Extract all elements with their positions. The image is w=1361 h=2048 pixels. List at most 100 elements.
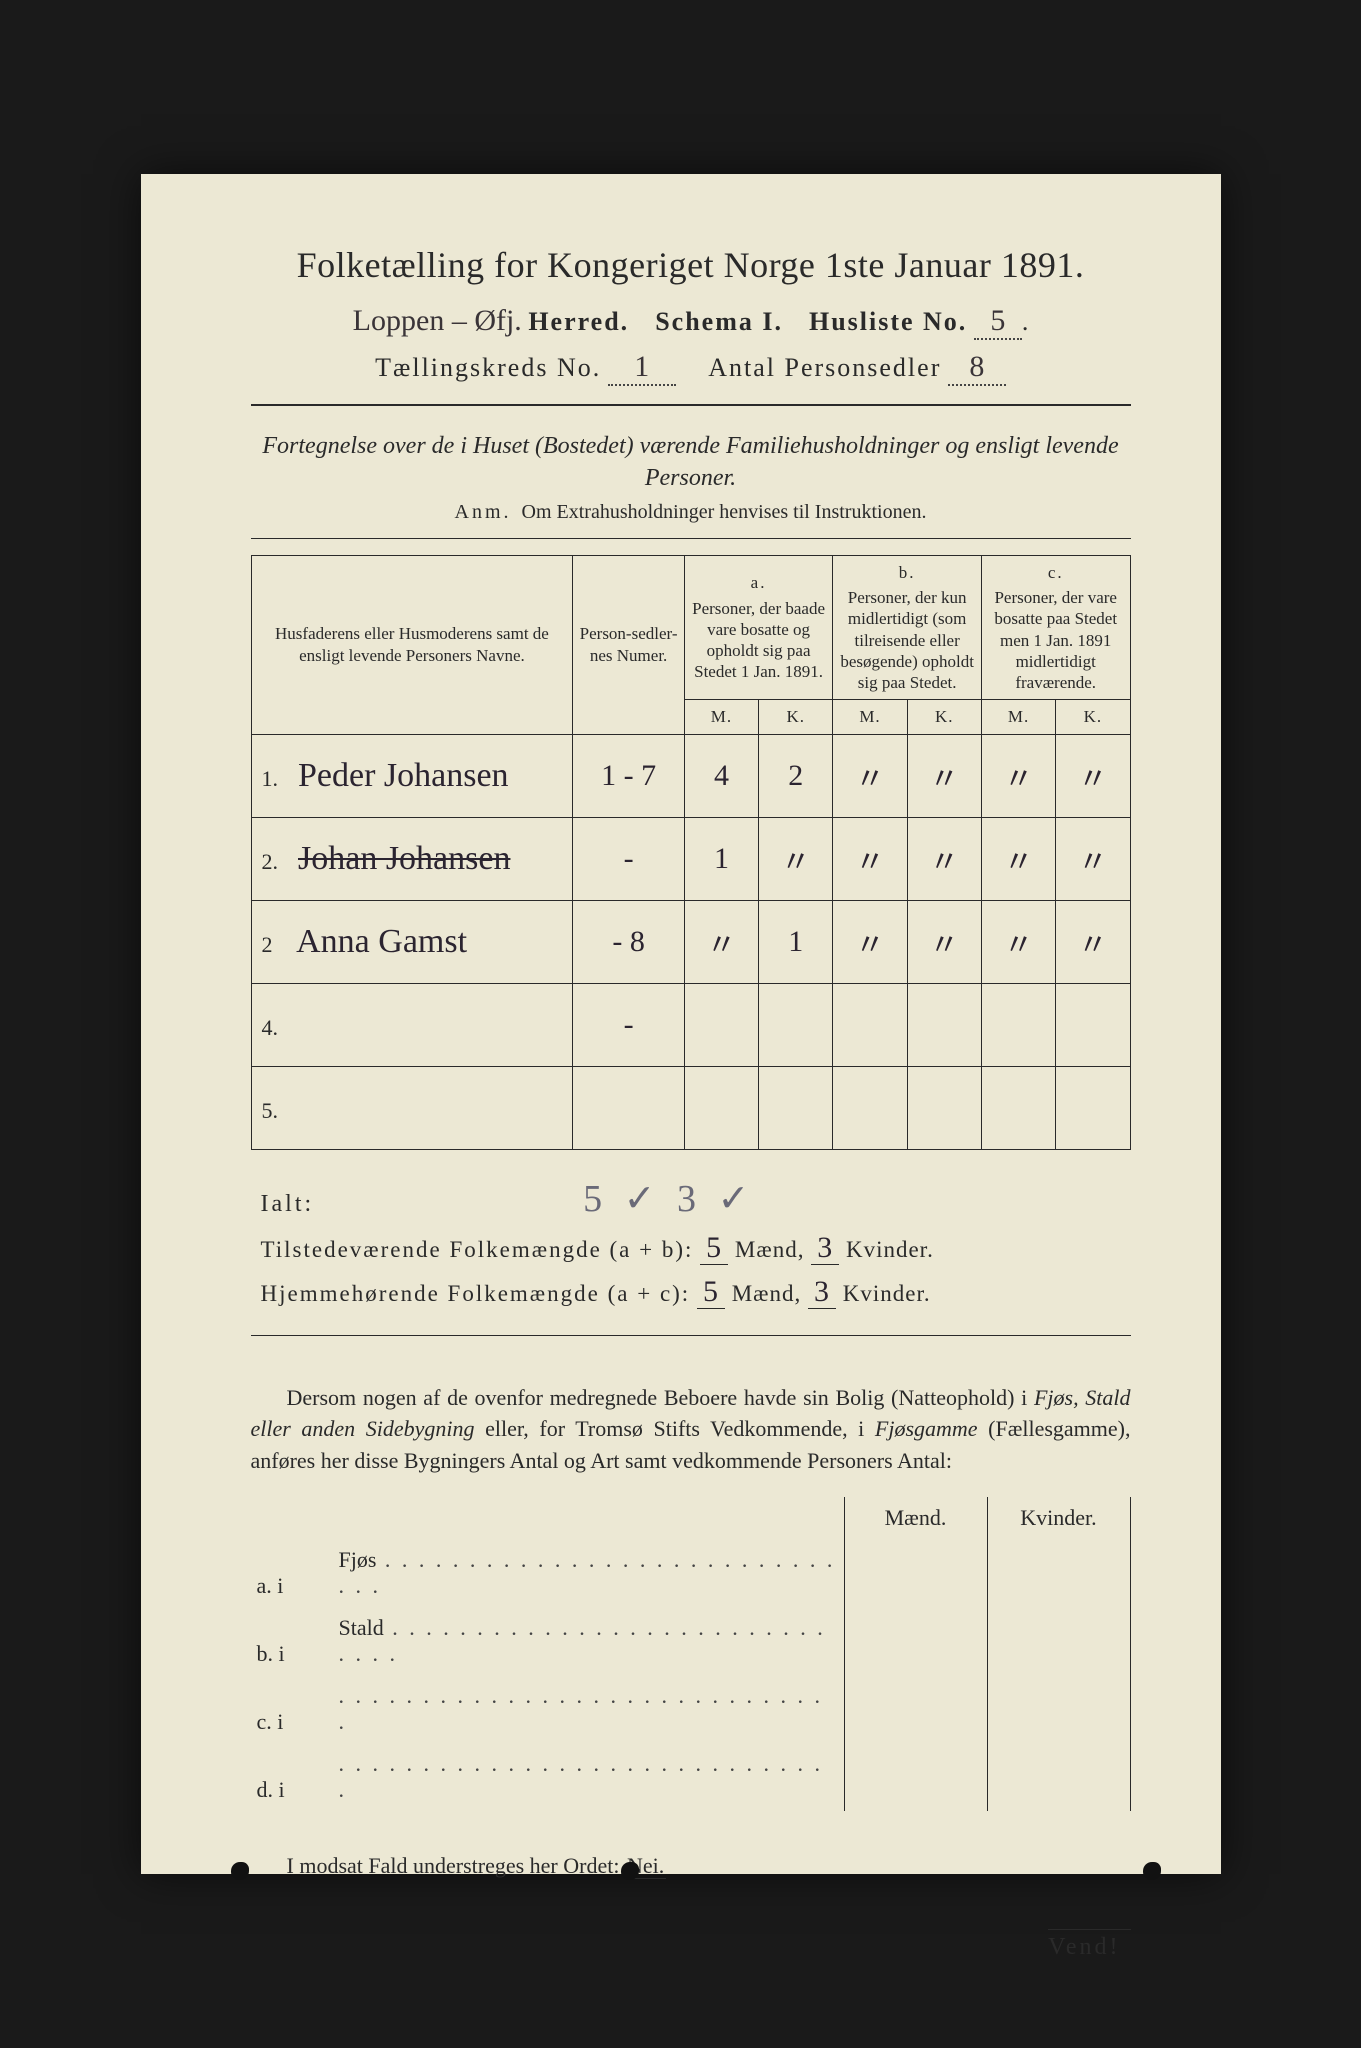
fjos-paragraph: Dersom nogen af de ovenfor medregnede Be… — [251, 1382, 1131, 1478]
ialt-pencil: 5 ✓ 3 ✓ — [583, 1178, 755, 1220]
summary-hjemme-m: 5 — [697, 1275, 725, 1309]
b-m: 〃 — [833, 734, 907, 817]
fjos-row-label: a. i — [251, 1539, 333, 1607]
table-row: 4.- — [251, 983, 1130, 1066]
a-k: 1 — [759, 900, 833, 983]
numer-cell: - — [573, 817, 684, 900]
fjos-row-label: c. i — [251, 1675, 333, 1743]
name-cell: 4. — [251, 983, 573, 1066]
fortegnelse-subheading: Fortegnelse over de i Huset (Bostedet) v… — [251, 430, 1131, 495]
husliste-label: Husliste No. — [809, 307, 967, 336]
summary-hjemme-k: 3 — [808, 1275, 836, 1309]
fjos-k — [987, 1539, 1130, 1607]
fjos-row-type: . . . . . . . . . . . . . . . . . . . . … — [333, 1743, 845, 1811]
fjos-row-type: . . . . . . . . . . . . . . . . . . . . … — [333, 1675, 845, 1743]
c-m: 〃 — [981, 900, 1055, 983]
fjos-row: c. i . . . . . . . . . . . . . . . . . .… — [251, 1675, 1131, 1743]
a-k: 〃 — [759, 817, 833, 900]
husliste-no: 5 — [974, 304, 1022, 340]
anm-line: Anm. Om Extrahusholdninger henvises til … — [251, 501, 1131, 524]
numer-cell: - 8 — [573, 900, 684, 983]
b-m: 〃 — [833, 817, 907, 900]
a-k: 2 — [759, 734, 833, 817]
b-k — [907, 983, 981, 1066]
summary-tilstede-k: 3 — [811, 1231, 839, 1265]
c-k: 〃 — [1056, 900, 1130, 983]
c-k — [1056, 983, 1130, 1066]
c-k: 〃 — [1056, 734, 1130, 817]
numer-cell: 1 - 7 — [573, 734, 684, 817]
name-cell: 2 Anna Gamst — [251, 900, 573, 983]
antal-label: Antal Personsedler — [708, 353, 941, 382]
b-k: 〃 — [907, 734, 981, 817]
b-k: 〃 — [907, 817, 981, 900]
fjos-m — [844, 1539, 987, 1607]
c-k — [1056, 1066, 1130, 1149]
fjos-m — [844, 1675, 987, 1743]
name-cell: 2. Johan Johansen — [251, 817, 573, 900]
vend-label: Vend! — [1048, 1929, 1130, 1961]
th-group-b: b. Personer, der kun midlertidigt (som t… — [833, 555, 982, 700]
a-m — [684, 1066, 758, 1149]
fjos-row: b. iStald . . . . . . . . . . . . . . . … — [251, 1607, 1131, 1675]
b-m — [833, 1066, 907, 1149]
b-k — [907, 1066, 981, 1149]
fjos-m — [844, 1607, 987, 1675]
summary-tilstede-m: 5 — [700, 1231, 728, 1265]
fjos-row-type: Fjøs . . . . . . . . . . . . . . . . . .… — [333, 1539, 845, 1607]
fjos-k — [987, 1743, 1130, 1811]
th-group-a: a. Personer, der baade vare bosatte og o… — [684, 555, 833, 700]
anm-text: Om Extrahusholdninger henvises til Instr… — [522, 501, 927, 523]
ialt-label: Ialt: — [261, 1191, 315, 1217]
kreds-no: 1 — [608, 350, 676, 386]
kreds-label: Tællingskreds No. — [375, 353, 601, 382]
th-numer: Person-sedler-nes Numer. — [573, 555, 684, 734]
fjos-k — [987, 1675, 1130, 1743]
numer-cell — [573, 1066, 684, 1149]
th-a-k: K. — [759, 700, 833, 734]
name-cell: 5. — [251, 1066, 573, 1149]
divider-above-table — [251, 538, 1131, 539]
fjos-table: Mænd. Kvinder. a. iFjøs . . . . . . . . … — [251, 1497, 1131, 1811]
schema-label: Schema I. — [655, 307, 783, 336]
th-b-k: K. — [907, 700, 981, 734]
th-a-m: M. — [684, 700, 758, 734]
fjos-k — [987, 1607, 1130, 1675]
fjos-h-kvinder: Kvinder. — [987, 1497, 1130, 1539]
census-form-paper: Folketælling for Kongeriget Norge 1ste J… — [141, 174, 1221, 1874]
a-m: 4 — [684, 734, 758, 817]
header-line-1: Loppen – Øfj. Herred. Schema I. Husliste… — [251, 304, 1131, 340]
scan-artifact — [1143, 1862, 1161, 1880]
summary-hjemme: Hjemmehørende Folkemængde (a + c): 5 Mæn… — [261, 1275, 1131, 1309]
census-table: Husfaderens eller Husmoderens samt de en… — [251, 555, 1131, 1150]
herred-handwritten: Loppen – Øfj. — [353, 304, 522, 337]
document-title: Folketælling for Kongeriget Norge 1ste J… — [251, 244, 1131, 286]
th-group-c: c. Personer, der vare bosatte paa Stedet… — [981, 555, 1130, 700]
name-cell: 1. Peder Johansen — [251, 734, 573, 817]
numer-cell: - — [573, 983, 684, 1066]
divider-below-summary — [251, 1335, 1131, 1336]
fjos-row-type: Stald . . . . . . . . . . . . . . . . . … — [333, 1607, 845, 1675]
a-m: 〃 — [684, 900, 758, 983]
scan-artifact — [621, 1862, 639, 1880]
fjos-h-maend: Mænd. — [844, 1497, 987, 1539]
fjos-row-label: d. i — [251, 1743, 333, 1811]
table-row: 2 Anna Gamst- 8〃1〃〃〃〃 — [251, 900, 1130, 983]
c-m — [981, 983, 1055, 1066]
fjos-m — [844, 1743, 987, 1811]
page-background: Folketælling for Kongeriget Norge 1ste J… — [0, 0, 1361, 2048]
table-row: 2. Johan Johansen-1〃〃〃〃〃 — [251, 817, 1130, 900]
ialt-row: Ialt: 5 ✓ 3 ✓ — [261, 1176, 1131, 1221]
c-m: 〃 — [981, 817, 1055, 900]
b-m: 〃 — [833, 900, 907, 983]
c-m — [981, 1066, 1055, 1149]
c-k: 〃 — [1056, 817, 1130, 900]
herred-label: Herred. — [528, 307, 629, 336]
table-row: 5. — [251, 1066, 1130, 1149]
anm-label: Anm. — [455, 501, 512, 523]
th-names: Husfaderens eller Husmoderens samt de en… — [251, 555, 573, 734]
th-c-k: K. — [1056, 700, 1130, 734]
th-c-m: M. — [981, 700, 1055, 734]
a-m: 1 — [684, 817, 758, 900]
a-k — [759, 1066, 833, 1149]
